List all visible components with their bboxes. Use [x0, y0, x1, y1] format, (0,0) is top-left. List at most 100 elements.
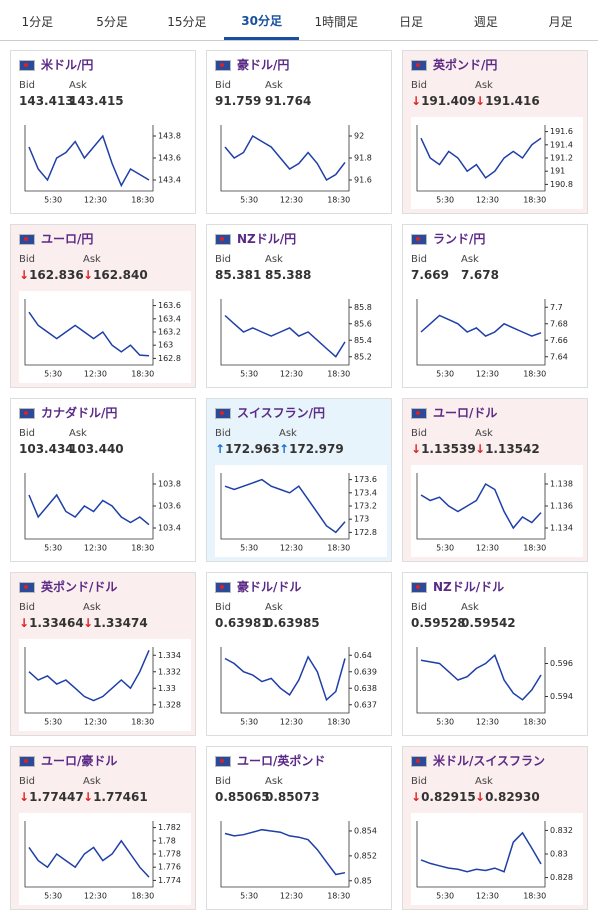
trend-arrow: ↓ — [83, 616, 94, 630]
rate-tile[interactable]: カナダドル/円 Bid Ask 103.434 103.440 103.4 103.6 103… — [10, 398, 196, 562]
tab[interactable]: 週足 — [473, 15, 498, 29]
x-tick-label: 5:30 — [240, 718, 258, 727]
y-tick-label: 7.66 — [550, 336, 568, 345]
tab[interactable]: 5分足 — [96, 15, 128, 29]
y-tick-label: 0.639 — [354, 667, 377, 676]
x-tick-label: 18:30 — [327, 718, 350, 727]
rate-tile[interactable]: ユーロ/豪ドル Bid Ask ↓1.77447 ↓1.77461 1.774 1.776 1… — [10, 746, 196, 910]
y-tick-label: 1.778 — [158, 850, 181, 859]
x-tick-label: 5:30 — [240, 196, 258, 205]
pair-name: NZドル/ドル — [433, 580, 505, 594]
bid-price: 0.59528 — [411, 616, 466, 630]
ask-price: 143.415 — [69, 94, 124, 108]
ask-value: ↓162.840 — [83, 268, 148, 282]
trend-arrow: ↓ — [475, 442, 486, 456]
x-tick-label: 12:30 — [84, 544, 107, 553]
rate-tile[interactable]: ユーロ/ドル Bid Ask ↓1.13539 ↓1.13542 1.134 1.136 1.… — [402, 398, 588, 562]
rate-tile[interactable]: 英ポンド/円 Bid Ask ↓191.409 ↓191.416 190.8 191 191.… — [402, 50, 588, 214]
y-tick-label: 173 — [354, 515, 369, 524]
y-tick-label: 163.2 — [158, 328, 181, 337]
tab[interactable]: 1分足 — [21, 15, 54, 29]
bid-label: Bid — [411, 602, 427, 613]
y-tick-label: 163.4 — [158, 314, 181, 323]
bid-value: ↓0.82915 — [411, 790, 476, 804]
chart-bg — [215, 291, 387, 383]
tab[interactable]: 月足 — [548, 15, 573, 29]
ask-price: 7.678 — [461, 268, 499, 282]
ask-value: ↑172.979 — [279, 442, 344, 456]
tab[interactable]: 1時間足 — [314, 15, 359, 29]
chart-bg — [215, 813, 387, 905]
pair-name: 豪ドル/ドル — [237, 580, 302, 594]
bid-label: Bid — [411, 428, 427, 439]
pair-name: ユーロ/豪ドル — [41, 754, 118, 768]
x-tick-label: 12:30 — [280, 196, 303, 205]
price-line — [224, 655, 346, 702]
y-tick-label: 0.638 — [354, 684, 377, 693]
y-tick-label: 85.4 — [354, 336, 372, 345]
rate-tile[interactable]: ランド/円 Bid Ask 7.669 7.678 7.64 7.66 7.68 7.7 5:30… — [402, 224, 588, 388]
rate-tile[interactable]: 英ポンド/ドル Bid Ask ↓1.33464 ↓1.33474 1.328 1.33 1.… — [10, 572, 196, 736]
chart-bg — [215, 639, 387, 731]
x-tick-label: 5:30 — [44, 196, 62, 205]
bid-price: 191.409 — [421, 94, 476, 108]
bid-price: 103.434 — [19, 442, 74, 456]
y-tick-label: 7.68 — [550, 319, 568, 328]
flag-icon — [19, 234, 35, 245]
x-tick-label: 5:30 — [240, 892, 258, 901]
ask-label: Ask — [265, 80, 283, 91]
rate-tile[interactable]: ユーロ/英ポンド Bid Ask 0.85065 0.85073 0.85 0.852 0.8… — [206, 746, 392, 910]
x-tick-label: 18:30 — [327, 544, 350, 553]
flag-icon — [411, 408, 427, 419]
bid-label: Bid — [215, 254, 231, 265]
bid-value: 143.413 — [19, 94, 74, 108]
mini-chart: 1.134 1.136 1.138 5:30 12:30 18:30 — [411, 465, 583, 557]
price-line — [420, 137, 542, 179]
flag-icon — [19, 408, 35, 419]
mini-chart: 0.85 0.852 0.854 5:30 12:30 18:30 — [215, 813, 387, 905]
trend-arrow: ↑ — [279, 442, 290, 456]
bid-label: Bid — [19, 254, 35, 265]
y-tick-label: 1.774 — [158, 876, 181, 885]
y-tick-label: 85.6 — [354, 319, 372, 328]
flag-icon — [411, 234, 427, 245]
ask-price: 0.82930 — [485, 790, 540, 804]
x-tick-label: 18:30 — [523, 892, 546, 901]
y-tick-label: 0.64 — [354, 651, 372, 660]
y-tick-label: 1.136 — [550, 502, 573, 511]
tab[interactable]: 30分足 — [224, 0, 299, 40]
rate-tile[interactable]: 米ドル/円 Bid Ask 143.413 143.415 143.4 143.6 143.8… — [10, 50, 196, 214]
y-tick-label: 191.4 — [550, 140, 573, 149]
rate-tile[interactable]: 米ドル/スイスフラン Bid Ask ↓0.82915 ↓0.82930 0.828 0.8… — [402, 746, 588, 910]
trend-arrow: ↓ — [475, 790, 486, 804]
y-tick-label: 91.6 — [354, 176, 372, 185]
rate-tile[interactable]: NZドル/円 Bid Ask 85.381 85.388 85.2 85.4 85.6 85.8… — [206, 224, 392, 388]
tab[interactable]: 日足 — [399, 15, 424, 29]
rate-tile[interactable]: スイスフラン/円 Bid Ask ↑172.963 ↑172.979 172.8 173 17… — [206, 398, 392, 562]
ask-value: ↓0.82930 — [475, 790, 540, 804]
x-tick-label: 5:30 — [436, 196, 454, 205]
ask-value: 7.678 — [461, 268, 499, 282]
tab[interactable]: 15分足 — [167, 15, 207, 29]
bid-value: ↓1.77447 — [19, 790, 84, 804]
ask-price: 191.416 — [485, 94, 540, 108]
rate-tile[interactable]: NZドル/ドル Bid Ask 0.59528 0.59542 0.594 0.596 5:3… — [402, 572, 588, 736]
x-tick-label: 18:30 — [327, 370, 350, 379]
trend-arrow: ↓ — [83, 268, 94, 282]
chart-bg — [19, 639, 191, 731]
bid-label: Bid — [19, 428, 35, 439]
rate-tile[interactable]: ユーロ/円 Bid Ask ↓162.836 ↓162.840 162.8 163 163.2… — [10, 224, 196, 388]
x-tick-label: 5:30 — [44, 370, 62, 379]
ask-value: 0.85073 — [265, 790, 320, 804]
y-tick-label: 92 — [354, 132, 364, 141]
rate-tile[interactable]: 豪ドル/円 Bid Ask 91.759 91.764 91.6 91.8 92 5:30 12:… — [206, 50, 392, 214]
y-tick-label: 1.138 — [550, 480, 573, 489]
bid-price: 0.85065 — [215, 790, 270, 804]
flag-icon — [215, 408, 231, 419]
y-tick-label: 1.134 — [550, 524, 573, 533]
x-tick-label: 5:30 — [240, 370, 258, 379]
price-line — [28, 311, 150, 357]
chart-bg — [411, 117, 583, 209]
rate-tile[interactable]: 豪ドル/ドル Bid Ask 0.63981 0.63985 0.637 0.638 0.63… — [206, 572, 392, 736]
x-tick-label: 5:30 — [436, 544, 454, 553]
